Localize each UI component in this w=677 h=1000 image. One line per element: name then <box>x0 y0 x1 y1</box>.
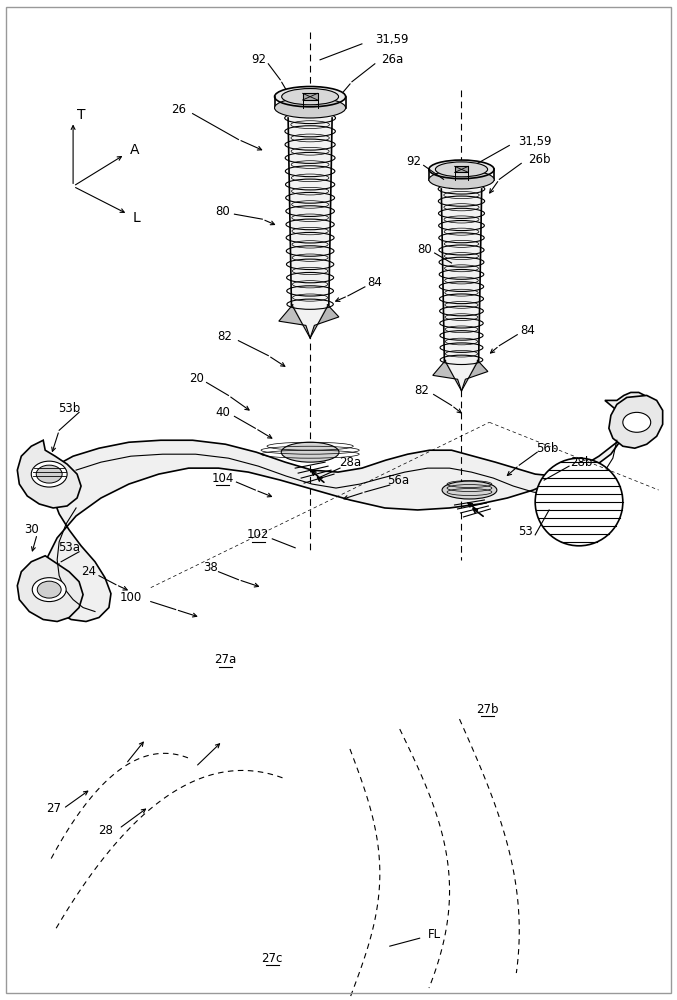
Text: 26b: 26b <box>528 153 550 166</box>
Circle shape <box>536 458 623 546</box>
Ellipse shape <box>31 461 67 487</box>
Text: 84: 84 <box>368 276 383 289</box>
Ellipse shape <box>37 465 62 483</box>
Text: 27b: 27b <box>476 703 499 716</box>
Ellipse shape <box>435 162 487 177</box>
Ellipse shape <box>442 481 497 499</box>
Text: 102: 102 <box>247 528 269 541</box>
Text: 28a: 28a <box>339 456 361 469</box>
Ellipse shape <box>275 87 346 107</box>
Text: 92: 92 <box>406 155 421 168</box>
Polygon shape <box>310 304 339 338</box>
Text: 20: 20 <box>189 372 204 385</box>
Text: 56b: 56b <box>536 442 559 455</box>
Text: 26a: 26a <box>380 53 403 66</box>
Text: 80: 80 <box>215 205 230 218</box>
Text: 28b: 28b <box>570 456 592 469</box>
Ellipse shape <box>623 412 651 432</box>
Polygon shape <box>462 360 488 391</box>
Text: 82: 82 <box>217 330 232 343</box>
Ellipse shape <box>429 160 494 179</box>
Text: 28: 28 <box>99 824 113 837</box>
Text: 84: 84 <box>520 324 535 337</box>
Polygon shape <box>279 304 310 338</box>
Text: 82: 82 <box>414 384 429 397</box>
Text: FL: FL <box>428 928 441 941</box>
Text: 92: 92 <box>251 53 266 66</box>
Ellipse shape <box>429 170 494 189</box>
Ellipse shape <box>282 89 338 105</box>
Text: 38: 38 <box>203 561 218 574</box>
Text: 27a: 27a <box>215 653 236 666</box>
Polygon shape <box>18 440 81 508</box>
Polygon shape <box>441 189 482 391</box>
Polygon shape <box>454 166 468 172</box>
Text: 53a: 53a <box>58 541 80 554</box>
Ellipse shape <box>32 578 66 602</box>
Text: 40: 40 <box>215 406 230 419</box>
Text: 104: 104 <box>211 472 234 485</box>
Polygon shape <box>43 392 654 621</box>
Text: 80: 80 <box>417 243 432 256</box>
Text: L: L <box>133 211 141 225</box>
Text: 53b: 53b <box>58 402 81 415</box>
Polygon shape <box>288 118 332 338</box>
Ellipse shape <box>37 581 61 598</box>
Text: 31,59: 31,59 <box>519 135 552 148</box>
Ellipse shape <box>275 98 346 118</box>
Text: 24: 24 <box>81 565 97 578</box>
Text: 31,59: 31,59 <box>375 33 408 46</box>
Text: A: A <box>130 143 139 157</box>
Text: 27c: 27c <box>261 952 283 965</box>
Ellipse shape <box>281 442 339 462</box>
Polygon shape <box>18 556 83 621</box>
Text: 27: 27 <box>45 802 61 815</box>
Text: 26: 26 <box>171 103 186 116</box>
Polygon shape <box>303 93 318 100</box>
Text: 100: 100 <box>120 591 142 604</box>
Text: 53: 53 <box>518 525 533 538</box>
Text: 56a: 56a <box>387 474 409 487</box>
Polygon shape <box>433 360 462 391</box>
Polygon shape <box>609 395 663 448</box>
Text: T: T <box>77 108 85 122</box>
Text: 30: 30 <box>24 523 39 536</box>
